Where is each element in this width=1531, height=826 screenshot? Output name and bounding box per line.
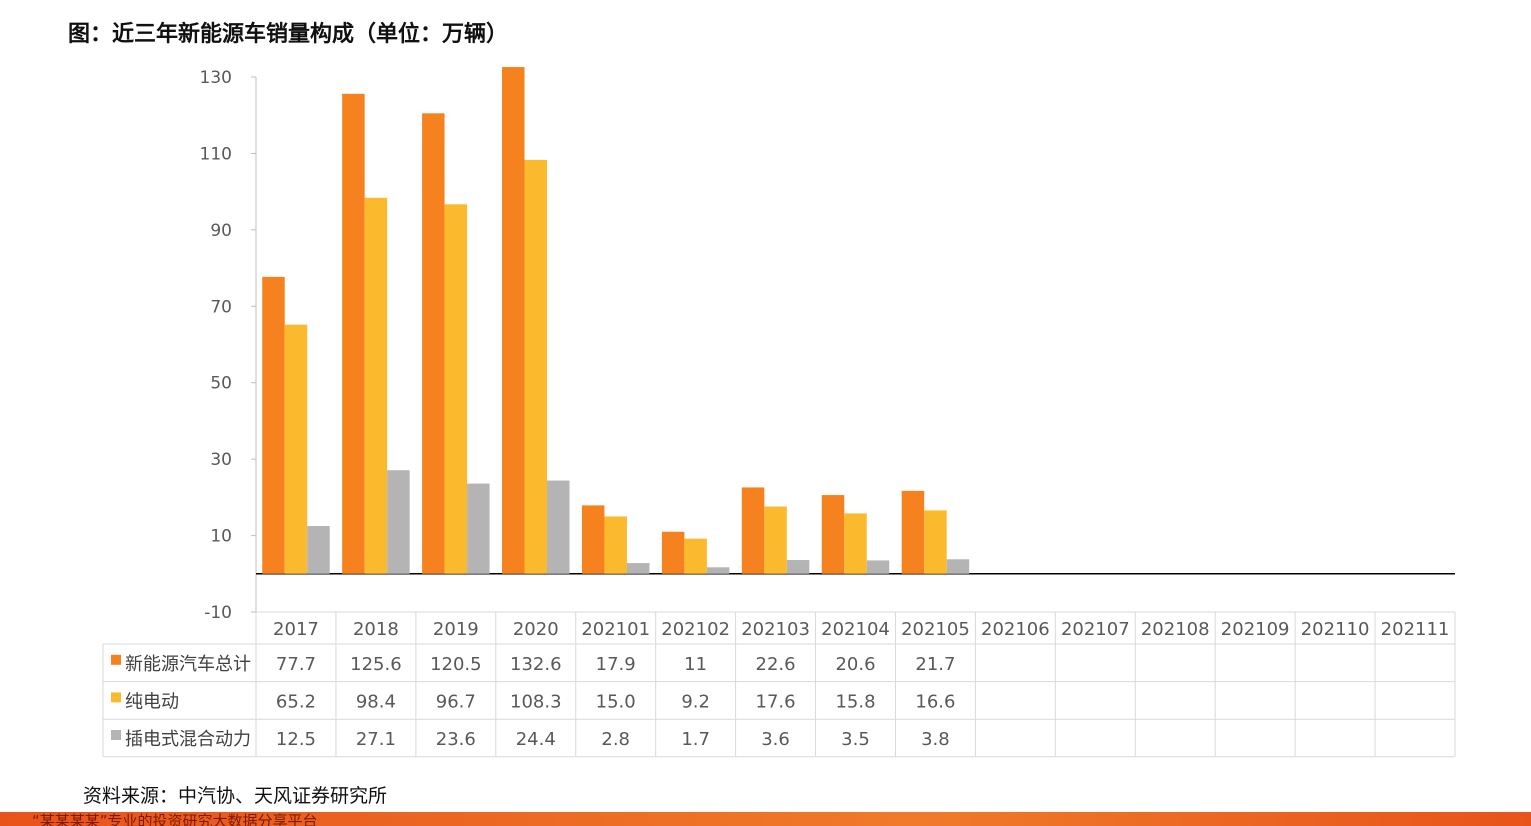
data-table-value: 98.4 xyxy=(356,691,396,712)
data-table-value: 22.6 xyxy=(756,654,796,675)
data-table-value: 9.2 xyxy=(681,691,710,712)
legend-swatch xyxy=(111,692,121,703)
legend-label: 新能源汽车总计 xyxy=(125,654,251,675)
bar xyxy=(764,506,787,574)
data-table-value: 24.4 xyxy=(516,729,556,750)
y-tick-label: 50 xyxy=(210,374,232,394)
bar xyxy=(307,526,330,574)
x-tick-label: 202110 xyxy=(1301,619,1370,640)
data-table-value: 132.6 xyxy=(510,654,562,675)
bar xyxy=(741,487,765,574)
bar xyxy=(581,505,605,574)
bar xyxy=(684,538,707,574)
x-tick-label: 202106 xyxy=(981,619,1050,640)
footer-banner: “某某某某”专业的投资研究大数据分享平台 xyxy=(0,812,1531,826)
x-tick-label: 202109 xyxy=(1221,619,1290,640)
data-table-value: 120.5 xyxy=(430,654,482,675)
data-table-value: 3.8 xyxy=(921,729,950,750)
data-table-value: 17.9 xyxy=(596,654,636,675)
bar xyxy=(284,324,308,574)
chart-title: 图：近三年新能源车销量构成（单位：万辆） xyxy=(68,22,509,47)
source-note: 资料来源：中汽协、天风证券研究所 xyxy=(83,785,388,807)
bar xyxy=(844,513,867,574)
x-tick-label: 2020 xyxy=(513,619,559,640)
bar xyxy=(467,483,490,574)
bar xyxy=(364,197,388,574)
legend-label: 插电式混合动力 xyxy=(125,729,251,750)
bar xyxy=(547,480,570,574)
bar xyxy=(821,495,845,574)
x-tick-label: 2018 xyxy=(353,619,399,640)
y-tick-label: 10 xyxy=(210,527,232,547)
data-table-value: 125.6 xyxy=(350,654,402,675)
data-table-value: 65.2 xyxy=(276,691,316,712)
x-tick-label: 202104 xyxy=(821,619,890,640)
bar xyxy=(422,113,445,574)
data-table-value: 16.6 xyxy=(915,691,955,712)
bar xyxy=(706,567,730,574)
x-tick-label: 202105 xyxy=(901,619,970,640)
y-tick-label: 130 xyxy=(200,68,232,88)
footer-banner-text: “某某某某”专业的投资研究大数据分享平台 xyxy=(32,812,318,826)
x-tick-label: 202101 xyxy=(581,619,650,640)
y-tick-label: 70 xyxy=(210,297,232,317)
bar xyxy=(604,516,627,574)
data-table-value: 96.7 xyxy=(436,691,476,712)
bar xyxy=(946,559,970,574)
bar xyxy=(626,563,650,574)
y-tick-label: -10 xyxy=(204,603,232,623)
data-table-value: 108.3 xyxy=(510,691,562,712)
data-table-value: 11 xyxy=(684,654,707,675)
x-tick-label: 2017 xyxy=(273,619,319,640)
data-table-value: 3.5 xyxy=(841,729,870,750)
data-table-value: 15.0 xyxy=(596,691,636,712)
data-table-value: 1.7 xyxy=(681,729,710,750)
bar xyxy=(387,470,410,574)
data-table-value: 3.6 xyxy=(761,729,790,750)
legend-swatch xyxy=(111,654,121,665)
data-table-value: 21.7 xyxy=(915,654,955,675)
bar xyxy=(866,560,890,574)
bar xyxy=(342,93,365,574)
bar xyxy=(661,531,685,574)
bar xyxy=(901,490,925,574)
data-table-value: 27.1 xyxy=(356,729,396,750)
data-table-value: 15.8 xyxy=(835,691,875,712)
legend-swatch xyxy=(111,730,121,740)
y-tick-label: 30 xyxy=(210,450,232,470)
x-tick-label: 202111 xyxy=(1381,619,1450,640)
bar xyxy=(444,204,468,574)
bar xyxy=(502,67,525,574)
data-table-value: 2.8 xyxy=(601,729,630,750)
data-table-value: 23.6 xyxy=(436,729,476,750)
bar xyxy=(524,159,548,574)
y-tick-label: 90 xyxy=(210,221,232,241)
x-tick-label: 202108 xyxy=(1141,619,1210,640)
bar xyxy=(262,276,285,574)
x-tick-label: 2019 xyxy=(433,619,479,640)
legend-label: 纯电动 xyxy=(125,691,179,712)
data-table-value: 20.6 xyxy=(835,654,875,675)
data-table-value: 12.5 xyxy=(276,729,316,750)
bar xyxy=(924,510,947,574)
y-tick-label: 110 xyxy=(200,144,232,164)
bar xyxy=(786,560,810,574)
data-table-value: 17.6 xyxy=(756,691,796,712)
data-table-value: 77.7 xyxy=(276,654,316,675)
x-tick-label: 202107 xyxy=(1061,619,1130,640)
x-tick-label: 202103 xyxy=(741,619,810,640)
x-tick-label: 202102 xyxy=(661,619,730,640)
